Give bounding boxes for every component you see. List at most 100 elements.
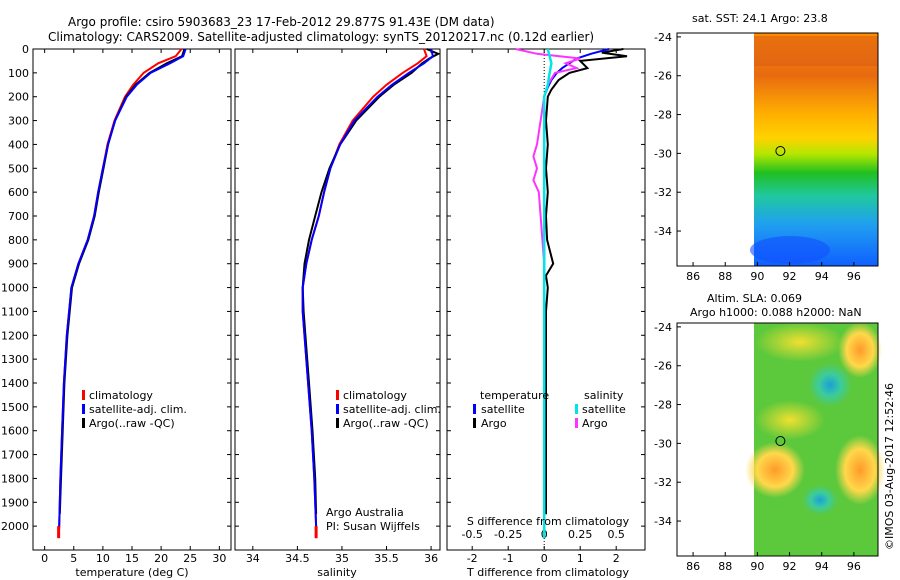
figure-title-line1: Argo profile: csiro 5903683_23 17-Feb-20… <box>68 15 495 29</box>
x-tick-label: 86 <box>686 270 700 283</box>
profile-location-marker <box>775 435 786 446</box>
y-tick-label: 900 <box>8 258 29 271</box>
legend-swatch <box>336 404 339 414</box>
y-tick-label: 1100 <box>1 305 29 318</box>
y-tick-label: -28 <box>654 399 672 412</box>
x-tick-label: 5 <box>70 552 77 565</box>
y-tick-label: -26 <box>654 360 672 373</box>
legend-title: temperature <box>480 389 549 402</box>
sla-map-title-line2: Argo h1000: 0.088 h2000: NaN <box>690 306 862 319</box>
sst-heatmap-field <box>754 33 878 266</box>
legend-label: satellite <box>481 403 525 416</box>
y-tick-label: 500 <box>8 162 29 175</box>
y-tick-label: 1400 <box>1 377 29 390</box>
sst-warm-patch <box>754 36 878 66</box>
legend-title: salinity <box>584 389 624 402</box>
y-tick-label: 400 <box>8 138 29 151</box>
y-tick-label: -24 <box>654 31 672 44</box>
legend-label: Argo(..raw -QC) <box>89 417 175 430</box>
map-frame <box>676 322 879 557</box>
profile-location-marker <box>775 145 786 156</box>
sla-patch <box>802 485 838 515</box>
sla-patch <box>808 363 852 407</box>
series-line <box>542 48 553 539</box>
x-tick-label: 0 <box>541 552 548 565</box>
y-tick-label: 700 <box>8 210 29 223</box>
x-tick-label: 25 <box>183 552 197 565</box>
x-axis-label: temperature (deg C) <box>75 566 188 579</box>
series-line <box>544 48 628 515</box>
x-tick-label: 20 <box>154 552 168 565</box>
y-tick-label: 1500 <box>1 401 29 414</box>
legend-swatch <box>473 404 476 414</box>
y-tick-label: 800 <box>8 234 29 247</box>
y-tick-label: 100 <box>8 67 29 80</box>
difference-panel: -2 -1 0 1 2-0.5 -0.25 0 0.25 0.5S difference fro… <box>446 48 646 579</box>
x-tick-label: -2 <box>467 552 478 565</box>
y-tick-label: -32 <box>654 476 672 489</box>
legend-label: climatology <box>89 389 153 402</box>
series-line <box>57 48 187 539</box>
sla-map-panel: Altim. SLA: 0.069 Argo h1000: 0.088 h200… <box>654 292 885 573</box>
y-tick-label: 0 <box>22 43 29 56</box>
legend-swatch <box>473 418 476 428</box>
s-axis-label: S difference from climatology <box>467 515 630 528</box>
s-x-tick-label: -0.25 <box>494 528 522 541</box>
s-x-tick-label: 0.25 <box>568 528 593 541</box>
annotation-label: Argo Australia <box>326 506 404 519</box>
x-axis-label: T difference from climatology <box>466 566 629 579</box>
credit-label: ©IMOS 03-Aug-2017 12:52:46 <box>883 383 896 550</box>
x-tick-label: -1 <box>503 552 514 565</box>
x-tick-label: 1 <box>577 552 584 565</box>
legend-swatch <box>575 404 578 414</box>
sla-patch <box>835 435 885 505</box>
plot-frame <box>234 48 441 551</box>
legend-label: Argo <box>481 417 507 430</box>
x-tick-label: 34.5 <box>285 552 310 565</box>
sla-patch <box>755 322 845 362</box>
y-tick-label: -30 <box>654 437 672 450</box>
x-tick-label: 35.5 <box>374 552 399 565</box>
legend-swatch <box>82 404 85 414</box>
x-axis-label: salinity <box>317 566 357 579</box>
legend-swatch <box>575 418 578 428</box>
legend-label: satellite <box>582 403 626 416</box>
plot-frame <box>32 48 232 551</box>
x-tick-label: 15 <box>125 552 139 565</box>
x-tick-label: 0 <box>41 552 48 565</box>
figure-title-line2: Climatology: CARS2009. Satellite-adjuste… <box>48 30 594 44</box>
x-tick-label: 86 <box>686 560 700 573</box>
sst-map-panel: sat. SST: 24.1 Argo: 23.8 86 88 90 92 94 96 -2… <box>654 12 879 283</box>
y-tick-label: -24 <box>654 321 672 334</box>
y-tick-label: -32 <box>654 186 672 199</box>
s-x-tick-label: 0.5 <box>607 528 625 541</box>
x-tick-label: 94 <box>815 560 829 573</box>
y-tick-label: 200 <box>8 91 29 104</box>
y-tick-label: 2000 <box>1 520 29 533</box>
map-frame <box>676 32 879 267</box>
x-tick-label: 10 <box>96 552 110 565</box>
legend-swatch <box>336 390 339 400</box>
sla-map-title-line1: Altim. SLA: 0.069 <box>707 292 802 305</box>
y-tick-label: -34 <box>654 515 672 528</box>
sst-cool-patch <box>750 236 830 264</box>
x-tick-label: 34 <box>246 552 260 565</box>
salinity-panel: 34 34.5 35 35.5 36 salinity climatologysatelli… <box>234 48 441 579</box>
legend-label: satellite-adj. clim. <box>343 403 441 416</box>
legend-label: Argo(..raw -QC) <box>343 417 429 430</box>
sla-patch <box>755 400 825 440</box>
temperature-panel: 0 5 10 15 20 25 300100200300400500600700800900… <box>1 43 232 579</box>
x-tick-label: 90 <box>750 560 764 573</box>
annotation-label: PI: Susan Wijffels <box>326 520 420 533</box>
x-tick-label: 92 <box>783 270 797 283</box>
y-tick-label: 600 <box>8 186 29 199</box>
sst-map-title: sat. SST: 24.1 Argo: 23.8 <box>692 12 828 25</box>
y-tick-label: -30 <box>654 147 672 160</box>
legend-swatch <box>82 418 85 428</box>
x-tick-label: 30 <box>212 552 226 565</box>
x-tick-label: 2 <box>613 552 620 565</box>
x-tick-label: 88 <box>718 270 732 283</box>
y-tick-label: 300 <box>8 115 29 128</box>
legend-label: climatology <box>343 389 407 402</box>
